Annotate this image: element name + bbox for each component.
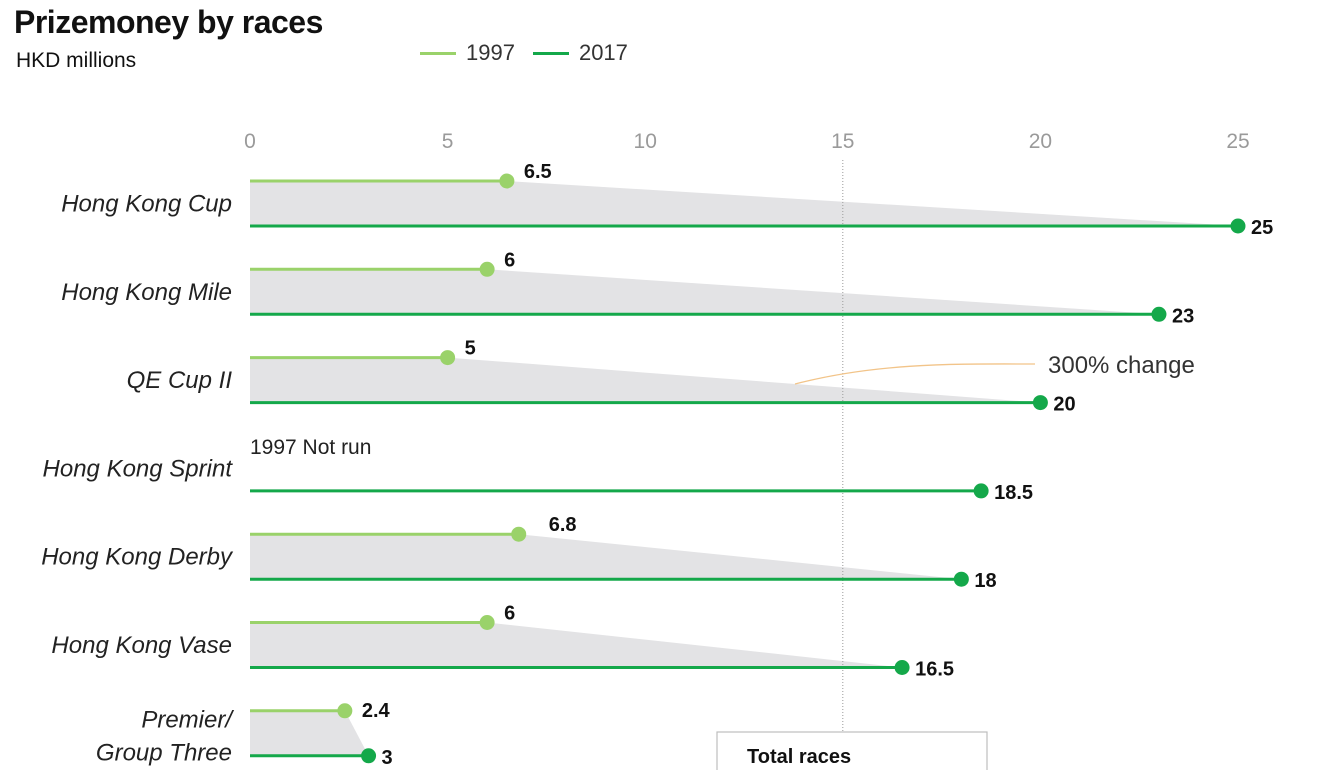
category-label: QE Cup II [127, 367, 233, 394]
dot-2017 [1032, 395, 1048, 411]
legend: 1997 2017 [420, 40, 628, 66]
category-label: Hong Kong Sprint [43, 455, 234, 482]
category-label: Hong Kong Cup [61, 191, 232, 218]
category-label: Hong Kong Mile [61, 279, 232, 306]
legend-swatch-1997 [420, 51, 456, 55]
value-label-2017: 25 [1251, 217, 1273, 239]
value-label-2017: 3 [382, 747, 393, 769]
value-label-1997: 6 [504, 603, 515, 625]
category-label: Hong Kong Derby [41, 544, 234, 571]
dot-1997 [479, 615, 495, 630]
annotation-leader [794, 363, 1036, 385]
dot-2017 [1151, 306, 1167, 322]
value-label-1997: 6 [504, 249, 515, 271]
x-tick-label: 10 [634, 130, 657, 153]
value-label-2017: 18 [974, 570, 996, 592]
total-races-box [716, 731, 988, 770]
chart-subtitle: HKD millions [16, 49, 137, 72]
annotation-label: 300% change [1048, 352, 1195, 379]
gap-area [250, 534, 962, 580]
dot-1997 [479, 261, 495, 277]
x-tick-label: 5 [442, 130, 454, 153]
legend-label-1997: 1997 [466, 40, 515, 65]
dot-2017 [361, 748, 377, 764]
dot-1997 [440, 350, 456, 366]
dot-2017 [973, 483, 989, 499]
x-tick-label: 20 [1029, 130, 1052, 153]
legend-item-1997: 1997 [420, 40, 515, 66]
dot-1997 [337, 703, 353, 719]
value-label-1997: 2.4 [362, 700, 391, 722]
gap-area [250, 710, 369, 756]
gap-area [250, 357, 1041, 403]
x-tick-label: 0 [244, 130, 256, 153]
chart-title: Prizemoney by races [14, 4, 323, 40]
value-label-2017: 20 [1053, 394, 1075, 416]
legend-label-2017: 2017 [578, 40, 628, 65]
value-label-2017: 18.5 [994, 482, 1033, 504]
not-run-note: 1997 Not run [250, 436, 371, 459]
x-tick-label: 15 [831, 130, 854, 153]
dot-2017 [894, 660, 910, 675]
dot-1997 [511, 526, 527, 542]
category-label: Hong Kong Vase [51, 632, 232, 659]
dot-2017 [953, 571, 969, 587]
value-label-2017: 16.5 [915, 659, 954, 681]
legend-item-2017: 2017 [532, 40, 628, 66]
legend-swatch-2017 [532, 51, 569, 55]
gap-area [250, 269, 1159, 315]
value-label-1997: 6.5 [524, 161, 552, 183]
dot-1997 [499, 173, 515, 189]
value-label-1997: 5 [465, 338, 476, 360]
category-label: Premier/Group Three [96, 706, 234, 766]
value-label-2017: 23 [1172, 305, 1194, 327]
dot-2017 [1230, 218, 1246, 234]
value-label-1997: 6.8 [549, 514, 577, 536]
total-races-label: Total races [747, 746, 851, 768]
gap-area [250, 181, 1238, 226]
x-tick-label: 25 [1226, 130, 1249, 153]
gap-area [250, 622, 903, 668]
